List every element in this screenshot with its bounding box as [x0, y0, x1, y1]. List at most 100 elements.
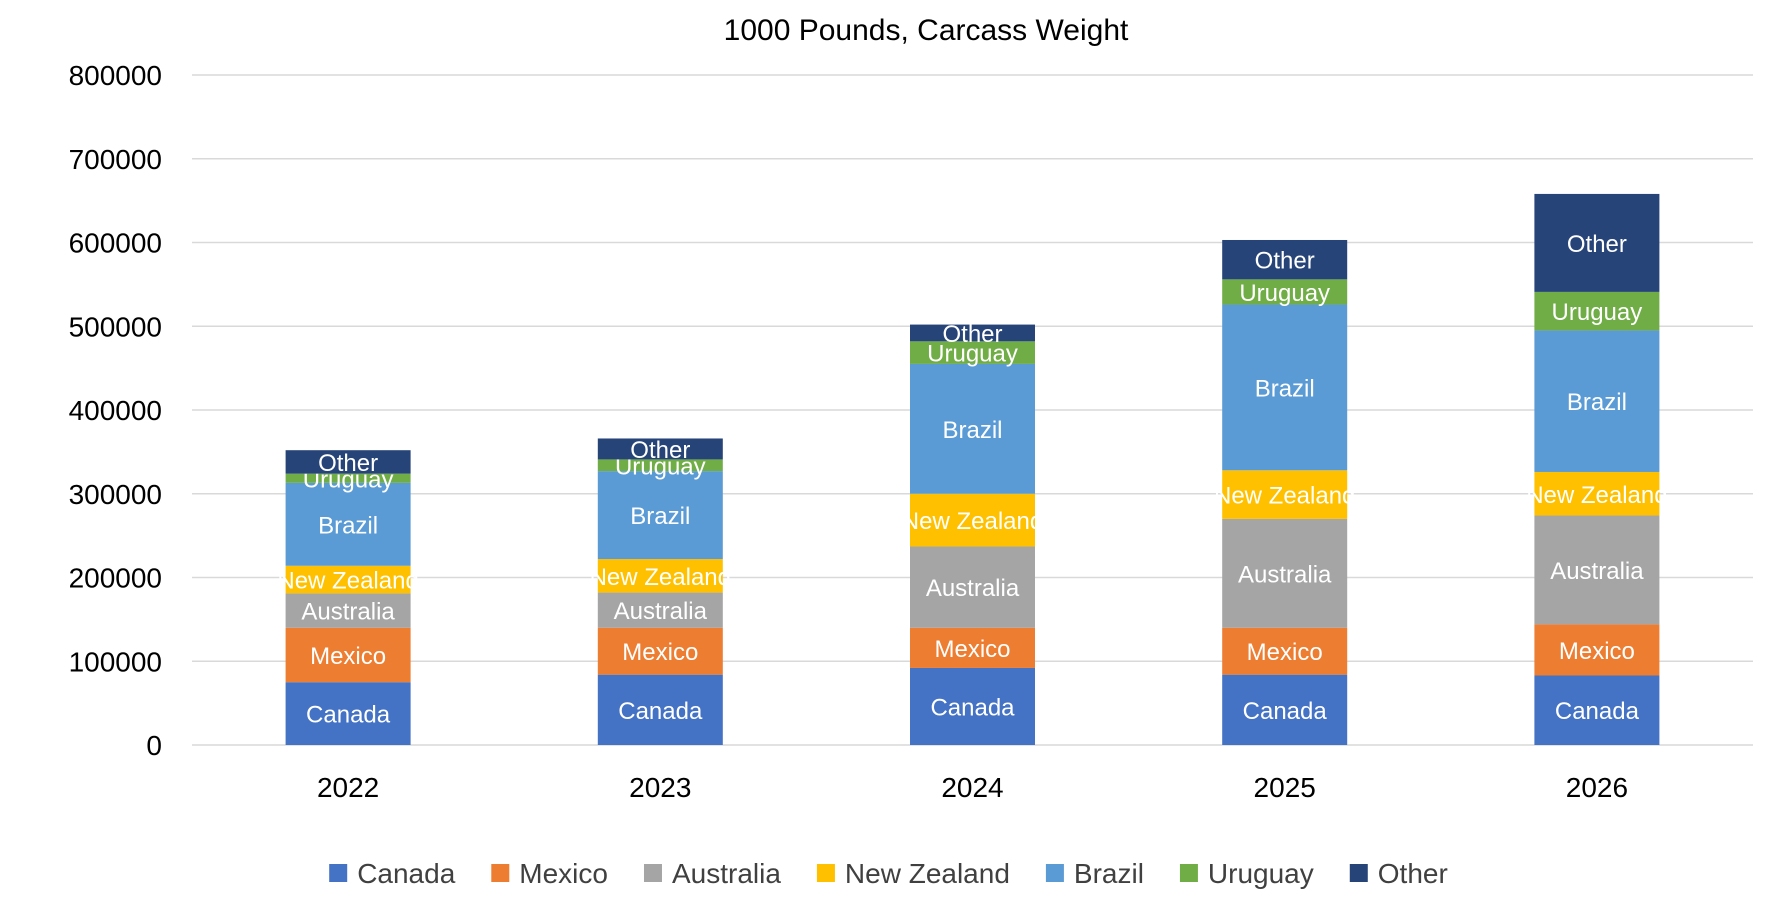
segment-label: Australia — [1550, 558, 1644, 585]
legend-item: Mexico — [491, 858, 608, 889]
x-tick-label: 2024 — [941, 772, 1003, 803]
bar-segment — [285, 682, 411, 745]
segment-label: Other — [318, 450, 378, 477]
legend-label: New Zealand — [845, 858, 1010, 889]
segment-label: New Zealand — [1526, 482, 1667, 509]
bar-segment — [910, 667, 1035, 745]
segment-label: Brazil — [318, 512, 378, 539]
legend-label: Canada — [357, 858, 456, 889]
segment-label: Mexico — [622, 639, 698, 666]
segment-label: Brazil — [630, 503, 690, 530]
bar-segment — [597, 471, 723, 560]
segment-label: Uruguay — [1239, 280, 1330, 307]
segment-label: Australia — [926, 575, 1020, 602]
segment-label: Brazil — [1255, 375, 1315, 402]
legend: Canada Mexico Australia New Zealand Brazil Ur… — [329, 858, 1448, 889]
bar-segment — [597, 627, 723, 675]
legend-swatch — [816, 864, 835, 882]
legend-item: Other — [1349, 858, 1448, 889]
legend-swatch — [643, 864, 662, 882]
bar-segment — [1534, 193, 1660, 292]
x-tick-label: 2023 — [629, 772, 691, 803]
segment-label: Uruguay — [1552, 299, 1643, 326]
legend-swatch — [1179, 864, 1198, 882]
bar-segment — [1222, 627, 1348, 675]
bar-segment — [285, 627, 411, 683]
bar-segment — [285, 482, 411, 566]
segment-label: Other — [630, 437, 690, 464]
legend-item: Australia — [643, 858, 781, 889]
y-tick-label: 200000 — [69, 563, 162, 594]
y-tick-label: 100000 — [69, 646, 162, 677]
segment-label: Mexico — [934, 636, 1010, 663]
segment-label: Mexico — [310, 643, 386, 670]
segment-label: Australia — [614, 598, 708, 625]
bar-segment — [285, 565, 411, 594]
segment-label: Other — [942, 321, 1002, 348]
segment-label: Mexico — [1247, 639, 1323, 666]
bar-segment — [597, 559, 723, 593]
bar-segment — [910, 627, 1035, 668]
bar-segment — [597, 674, 723, 745]
legend-item: New Zealand — [816, 858, 1010, 889]
x-tick-label: 2025 — [1254, 772, 1316, 803]
legend-label: Uruguay — [1208, 858, 1314, 889]
chart-subtitle: 1000 Pounds, Carcass Weight — [724, 14, 1129, 47]
bar-segment — [285, 450, 411, 474]
legend-item: Canada — [329, 858, 456, 889]
legend-swatch — [1349, 864, 1368, 882]
bar-segment — [1534, 675, 1660, 745]
segment-label: Australia — [1238, 561, 1332, 588]
legend-label: Mexico — [519, 858, 608, 889]
segment-label: Canada — [618, 698, 703, 725]
bar-segment — [285, 593, 411, 628]
y-tick-label: 600000 — [69, 228, 162, 259]
segment-label: Uruguay — [927, 341, 1018, 368]
bar-segment — [1534, 515, 1660, 625]
bar-segment — [285, 473, 411, 483]
x-tick-label: 2026 — [1566, 772, 1628, 803]
bar-segment — [1534, 291, 1660, 331]
segment-label: Other — [1255, 248, 1315, 275]
segment-label: New Zealand — [902, 508, 1043, 535]
segment-label: New Zealand — [277, 568, 418, 595]
segment-label: Canada — [306, 702, 391, 729]
legend-item: Brazil — [1045, 858, 1144, 889]
segment-label: Canada — [1555, 698, 1640, 725]
bar-segment — [1222, 674, 1348, 745]
bar-segment — [597, 459, 723, 472]
bar-segment — [1222, 518, 1348, 628]
bar-segment — [910, 363, 1035, 494]
bar-segment — [1534, 624, 1660, 676]
legend-swatch — [491, 864, 510, 882]
x-axis: 2022 2023 2024 2025 2026 — [317, 772, 1628, 803]
segment-label: New Zealand — [1214, 483, 1355, 510]
legend-swatch — [1045, 864, 1064, 882]
legend-item: Uruguay — [1179, 858, 1314, 889]
y-axis: 0 100000 200000 300000 400000 500000 600000 700… — [69, 60, 162, 761]
bar-segment — [1222, 279, 1348, 305]
bar-segment — [910, 341, 1035, 364]
bar-segment — [1222, 304, 1348, 471]
bar-segment — [910, 493, 1035, 547]
bars: Canada Mexico Australia New Zealand Brazil Ur… — [277, 193, 1668, 745]
segment-label: New Zealand — [590, 564, 731, 591]
bar-segment — [597, 438, 723, 460]
segment-label: Canada — [930, 694, 1015, 721]
segment-label: Canada — [1243, 698, 1328, 725]
bar-segment — [1534, 471, 1660, 516]
y-tick-label: 500000 — [69, 311, 162, 342]
y-tick-label: 300000 — [69, 479, 162, 510]
bar-segment — [1534, 330, 1660, 472]
bar-segment — [1222, 470, 1348, 519]
y-tick-label: 400000 — [69, 395, 162, 426]
legend-swatch — [329, 864, 348, 882]
bar-segment — [1222, 239, 1348, 280]
y-tick-label: 0 — [146, 730, 162, 761]
segment-label: Australia — [301, 599, 395, 626]
bar-segment — [910, 546, 1035, 628]
segment-label: Brazil — [1567, 389, 1627, 416]
legend-label: Australia — [672, 858, 781, 889]
x-tick-label: 2022 — [317, 772, 379, 803]
